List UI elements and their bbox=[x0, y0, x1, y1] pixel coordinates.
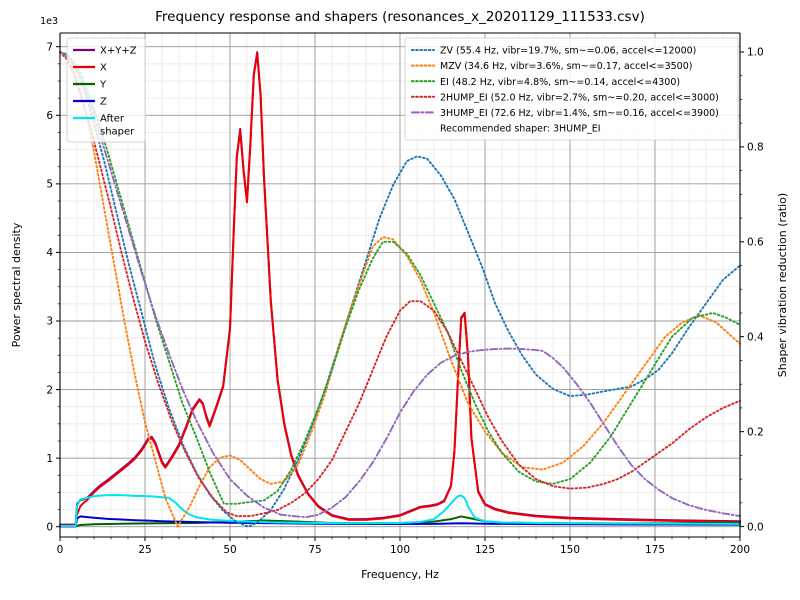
tick-label-x: 200 bbox=[730, 544, 750, 556]
tick-label-y-left: 6 bbox=[46, 110, 53, 122]
chart-title: Frequency response and shapers (resonanc… bbox=[155, 9, 645, 25]
legend-label-0: X+Y+Z bbox=[100, 46, 137, 57]
series-line-ei bbox=[59, 51, 741, 505]
tick-label-y-left: 4 bbox=[46, 247, 53, 259]
recommended-shaper-note: Recommended shaper: 3HUMP_EI bbox=[440, 124, 601, 135]
tick-label-x: 50 bbox=[223, 544, 236, 556]
tick-label-y-left: 5 bbox=[46, 179, 53, 191]
tick-label-y-right: 0.0 bbox=[747, 521, 764, 533]
tick-label-x: 125 bbox=[475, 544, 495, 556]
series-line-z bbox=[59, 515, 741, 528]
legend-label-shaper-0: ZV (55.4 Hz, vibr=19.7%, sm~=0.06, accel… bbox=[440, 46, 696, 57]
y-axis-label-right: Shaper vibration reduction (ratio) bbox=[776, 193, 789, 377]
tick-label-x: 150 bbox=[560, 544, 580, 556]
legend-main-traces: X+Y+Z XYZ After shaper bbox=[66, 37, 146, 143]
legend-label-shaper-1: MZV (34.6 Hz, vibr=3.6%, sm~=0.17, accel… bbox=[440, 61, 692, 72]
series-line-2hump-ei bbox=[59, 51, 741, 518]
series-line-mzv bbox=[59, 51, 741, 528]
series-group bbox=[59, 51, 741, 528]
tick-label-y-left: 3 bbox=[46, 316, 53, 328]
tick-label-y-left: 1 bbox=[46, 453, 53, 465]
legend-label-1: X bbox=[100, 63, 107, 74]
legend-label-shaper-3: 2HUMP_EI (52.0 Hz, vibr=2.7%, sm~=0.20, … bbox=[440, 92, 719, 103]
tick-label-y-right: 0.4 bbox=[747, 331, 764, 343]
tick-label-y-right: 1.0 bbox=[747, 47, 764, 59]
legend-shapers: ZV (55.4 Hz, vibr=19.7%, sm~=0.06, accel… bbox=[404, 37, 739, 141]
legend-label-shaper-4: 3HUMP_EI (72.6 Hz, vibr=1.4%, sm~=0.16, … bbox=[440, 108, 719, 119]
tick-label-y-left: 0 bbox=[46, 521, 53, 533]
tick-label-x: 75 bbox=[308, 544, 321, 556]
legend-label-2: Y bbox=[99, 80, 107, 91]
legend-label-3: Z bbox=[100, 97, 107, 108]
tick-label-x: 0 bbox=[57, 544, 64, 556]
y-axis-label-left: Power spectral density bbox=[10, 222, 23, 347]
legend-shapers-box bbox=[404, 37, 739, 141]
series-line-zv bbox=[59, 51, 741, 528]
legend-label-4: After bbox=[100, 114, 125, 125]
series-line-x bbox=[59, 52, 741, 527]
legend-main-box bbox=[66, 37, 146, 143]
x-axis-label: Frequency, Hz bbox=[361, 568, 439, 581]
tick-label-y-left: 7 bbox=[46, 41, 53, 53]
tick-label-x: 100 bbox=[390, 544, 410, 556]
legend-label-4-line2: shaper bbox=[100, 127, 135, 138]
left-axis-offset-text: 1e3 bbox=[40, 16, 58, 27]
tick-label-x: 175 bbox=[645, 544, 665, 556]
series-line-3hump-ei bbox=[59, 51, 741, 519]
tick-label-y-left: 2 bbox=[46, 384, 53, 396]
tick-label-x: 25 bbox=[138, 544, 151, 556]
series-line-after-shaper bbox=[59, 494, 741, 528]
axis-ticks: 0 25 50 75 100 125 150 175 200 0 1 2 3 4 5 6 7 0.0 0.2 0.4 0… bbox=[46, 41, 764, 556]
legend-label-shaper-2: EI (48.2 Hz, vibr=4.8%, sm~=0.14, accel<… bbox=[440, 77, 680, 88]
tick-label-y-right: 0.2 bbox=[747, 426, 764, 438]
tick-label-y-right: 0.6 bbox=[747, 237, 764, 249]
tick-label-y-right: 0.8 bbox=[747, 142, 764, 154]
